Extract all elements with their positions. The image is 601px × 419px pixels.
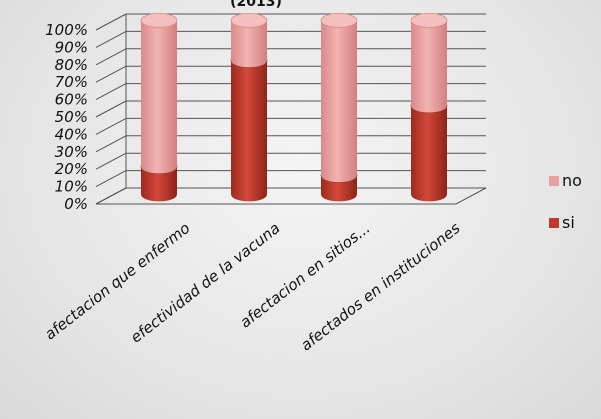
gridline-side (95, 13, 127, 31)
chart-title-group: (2013) (230, 0, 282, 10)
gridline-side (95, 83, 127, 101)
bar-no-3 (320, 12, 358, 183)
legend-swatch-si (549, 218, 559, 228)
category-label: afectacion que enfermo (41, 219, 193, 343)
y-tick-label: 50% (55, 108, 88, 126)
gridline-side (95, 187, 127, 205)
y-tick-label: 70% (55, 73, 88, 91)
gridline-side (95, 30, 127, 48)
chart-title: (2013) (230, 0, 282, 10)
y-tick-label: 80% (55, 56, 88, 74)
gridline-side (95, 100, 127, 118)
bar-si-2 (230, 53, 268, 202)
y-axis-ticks: 0%10%20%30%40%50%60%70%80%90%100% (45, 21, 88, 213)
gridline-side (95, 170, 127, 188)
legend-label-no: no (562, 171, 582, 190)
y-tick-label: 40% (55, 125, 88, 143)
y-tick-label: 90% (55, 38, 88, 56)
y-tick-label: 10% (55, 178, 88, 196)
legend-label-si: si (562, 213, 575, 232)
gridline-side (95, 48, 127, 66)
y-tick-label: 30% (55, 143, 88, 161)
category-label: efectividad de la vacuna (127, 219, 283, 347)
category-label: afectados en instituciones (297, 219, 463, 355)
bars-group (140, 12, 448, 202)
gridline-side (95, 152, 127, 170)
gridline-side (95, 135, 127, 153)
bar-si-4 (410, 98, 448, 202)
gridline-side (95, 65, 127, 83)
legend-swatch-no (549, 176, 559, 186)
y-tick-label: 100% (45, 21, 88, 39)
bar-no-2 (230, 12, 268, 68)
bar-no-1 (140, 12, 178, 174)
legend: no si (549, 171, 582, 232)
gridline-side (95, 117, 127, 135)
y-tick-label: 60% (55, 91, 88, 109)
y-tick-label: 0% (64, 195, 88, 213)
y-tick-label: 20% (55, 160, 88, 178)
bar-no-4 (410, 12, 448, 113)
